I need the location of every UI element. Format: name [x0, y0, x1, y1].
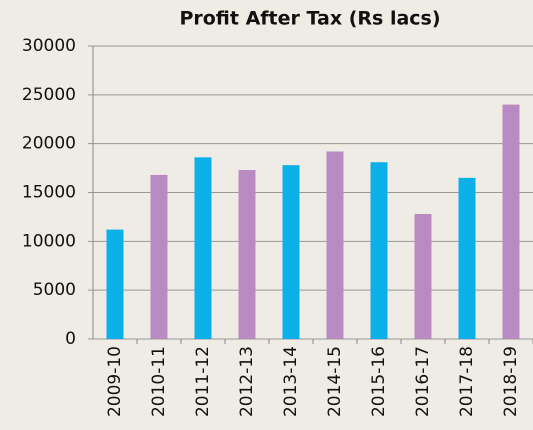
bar	[326, 151, 344, 339]
x-tick-label: 2012-13	[237, 346, 257, 417]
x-tick-label: 2011-12	[193, 346, 213, 417]
x-tick-label: 2018-19	[501, 346, 521, 417]
bar	[282, 165, 300, 339]
bar	[414, 213, 432, 339]
y-tick-label: 25000	[22, 85, 76, 105]
y-tick-label: 0	[65, 329, 76, 349]
chart-title: Profit After Tax (Rs lacs)	[179, 8, 440, 30]
y-tick-label: 5000	[33, 280, 76, 300]
x-tick-label: 2016-17	[413, 346, 433, 417]
bar	[194, 157, 212, 339]
bar	[458, 177, 476, 339]
bar	[502, 104, 520, 339]
x-tick-label: 2010-11	[149, 346, 169, 417]
x-tick-label: 2017-18	[457, 346, 477, 417]
y-tick-label: 10000	[22, 231, 76, 251]
x-tick-label: 2014-15	[325, 346, 345, 417]
y-tick-label: 30000	[22, 36, 76, 56]
bar	[106, 229, 124, 339]
bar	[370, 162, 388, 339]
bar	[238, 170, 256, 339]
bar	[150, 174, 168, 339]
x-tick-label: 2015-16	[369, 346, 389, 417]
y-tick-label: 20000	[22, 134, 76, 154]
x-tick-label: 2009-10	[105, 346, 125, 417]
y-tick-label: 15000	[22, 183, 76, 203]
x-tick-label: 2013-14	[281, 346, 301, 417]
